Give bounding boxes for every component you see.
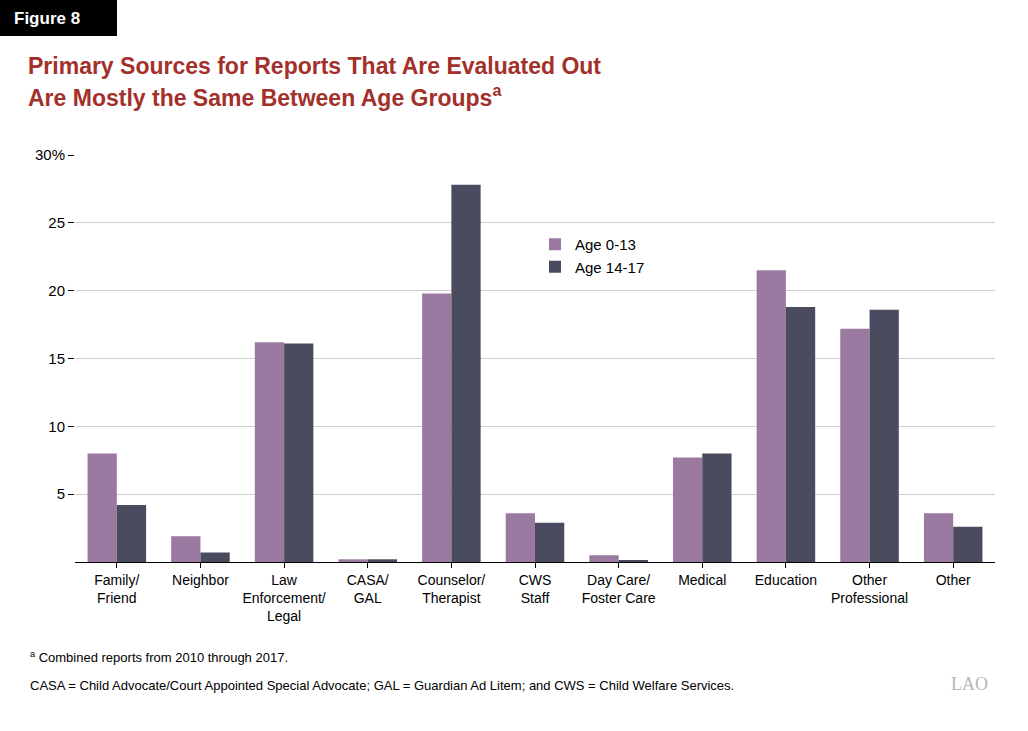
svg-text:Age 0-13: Age 0-13	[575, 236, 636, 253]
svg-text:CASA/GAL: CASA/GAL	[347, 572, 389, 606]
svg-text:Neighbor: Neighbor	[172, 572, 229, 588]
svg-text:​a​ Combined reports from 2010: ​a​ Combined reports from 2010 through 2…	[30, 649, 288, 665]
svg-text:15: 15	[48, 350, 65, 367]
svg-text:5: 5	[57, 485, 65, 502]
svg-text:LawEnforcement/Legal: LawEnforcement/Legal	[242, 572, 325, 624]
svg-text:10: 10	[48, 418, 65, 435]
svg-text:20: 20	[48, 282, 65, 299]
svg-text:25: 25	[48, 214, 65, 231]
svg-text:CASA = Child Advocate/Court Ap: CASA = Child Advocate/Court Appointed Sp…	[30, 678, 734, 693]
svg-text:Other: Other	[936, 572, 971, 588]
svg-text:Medical: Medical	[678, 572, 726, 588]
svg-text:Counselor/Therapist: Counselor/Therapist	[418, 572, 486, 606]
svg-text:Day Care/Foster Care: Day Care/Foster Care	[582, 572, 656, 606]
svg-text:Age 14-17: Age 14-17	[575, 259, 644, 276]
svg-text:Are Mostly the Same Between Ag: Are Mostly the Same Between Age Groups​a…	[28, 81, 502, 111]
svg-text:OtherProfessional: OtherProfessional	[831, 572, 908, 606]
svg-text:CWSStaff: CWSStaff	[519, 572, 552, 606]
svg-text:Family/Friend: Family/Friend	[94, 572, 139, 606]
svg-text:Primary Sources for Reports Th: Primary Sources for Reports That Are Eva…	[28, 53, 601, 79]
svg-text:30%: 30%	[35, 146, 65, 163]
svg-text:LAO: LAO	[951, 674, 988, 694]
svg-text:Figure 8: Figure 8	[14, 9, 80, 28]
svg-text:Education: Education	[755, 572, 817, 588]
